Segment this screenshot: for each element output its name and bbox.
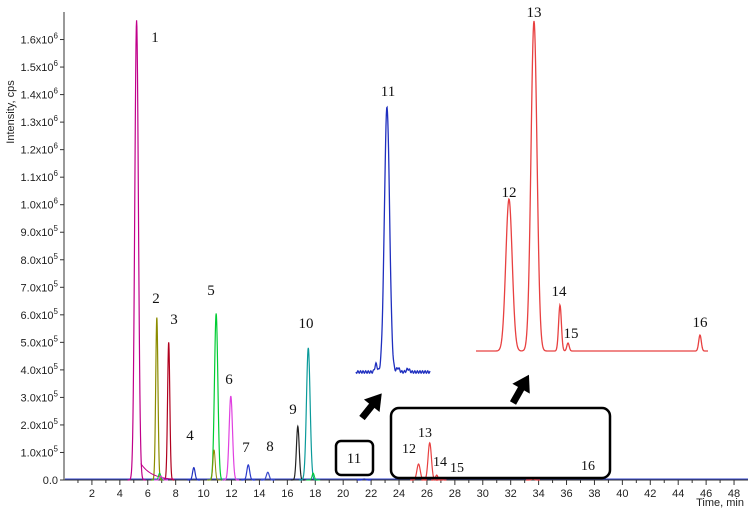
minor-peak-trace (306, 472, 321, 481)
peak-label-8: 8 (266, 439, 274, 455)
y-tick-label: 7.0x105 (21, 279, 59, 294)
y-tick-label: 1.4x106 (21, 87, 59, 102)
x-tick-label: 46 (700, 488, 712, 500)
y-tick-label: 4.0x105 (21, 362, 59, 377)
y-tick-label: 8.0x105 (21, 252, 59, 267)
x-tick-label: 6 (145, 488, 151, 500)
x-tick-label: 22 (365, 488, 377, 500)
x-tick-label: 32 (505, 488, 517, 500)
x-tick-label: 44 (672, 488, 684, 500)
x-tick-label: 16 (281, 488, 293, 500)
box-peaks-12-16 (389, 406, 612, 480)
peak-trace-5 (207, 313, 225, 481)
peak-trace-14 (431, 474, 443, 481)
peak-trace-4 (187, 466, 201, 481)
x-tick-label: 48 (728, 488, 740, 500)
y-tick-label: 1.1x106 (21, 169, 59, 184)
axes-group: 0.0 1.0x105 2.0x105 3.0x105 4.0x105 5.0x105 6.… (21, 12, 748, 500)
y-tick-label: 1.5x106 (21, 59, 59, 74)
peak-trace-3 (163, 342, 175, 481)
minor-peak-trace (207, 449, 222, 481)
x-tick-label: 10 (197, 488, 209, 500)
peak-trace-8 (260, 471, 275, 481)
box-label-16: 16 (581, 459, 595, 474)
inset-label-15: 15 (564, 326, 579, 342)
x-tick-label: 8 (173, 488, 179, 500)
x-tick-label: 38 (588, 488, 600, 500)
x-axis-title: Time, min (696, 497, 744, 509)
y-tick-label: 9.0x105 (21, 224, 59, 239)
y-tick-label: 1.2x106 (21, 142, 59, 157)
minor-peak-trace (154, 475, 168, 481)
y-tick-label: 5.0x105 (21, 334, 59, 349)
peak-trace-7 (241, 464, 256, 481)
peak-label-2: 2 (152, 291, 160, 307)
x-tick-label: 24 (393, 488, 405, 500)
y-tick-label: 2.0x105 (21, 417, 59, 432)
box-label-14: 14 (433, 455, 447, 470)
inset-label-14: 14 (552, 284, 568, 300)
peak-trace-10 (299, 347, 318, 481)
x-tick-label: 28 (449, 488, 461, 500)
box-peak-11 (334, 439, 375, 477)
box-label-15: 15 (450, 461, 464, 476)
peak-1-tail-trace (140, 463, 175, 480)
y-axis-title: Intensity, cps (5, 80, 17, 144)
peak-label-3: 3 (170, 312, 178, 328)
x-tick-label: 36 (560, 488, 572, 500)
y-tick-label: 0.0 (43, 475, 58, 487)
x-tick-label: 30 (477, 488, 489, 500)
x-tick-label: 2 (89, 488, 95, 500)
x-tick-label: 34 (532, 488, 544, 500)
peak-trace-6 (222, 395, 240, 481)
peak-trace-2 (151, 317, 163, 481)
traces-group (65, 20, 748, 481)
x-tick-label: 12 (225, 488, 237, 500)
peak-label-10: 10 (299, 316, 314, 332)
peak-label-1: 1 (151, 30, 159, 46)
box-label-12: 12 (402, 442, 416, 457)
y-tick-label: 1.0x106 (21, 197, 59, 212)
x-tick-label: 20 (337, 488, 349, 500)
peak-label-4: 4 (186, 428, 194, 444)
box-label-11: 11 (347, 451, 361, 467)
x-tick-label: 40 (616, 488, 628, 500)
y-tick-label: 1.3x106 (21, 114, 59, 129)
inset-label-12: 12 (502, 185, 517, 201)
peak-trace-1 (127, 20, 146, 481)
inset-12-16-trace (476, 20, 708, 352)
x-tick-label: 26 (421, 488, 433, 500)
y-tick-label: 3.0x105 (21, 389, 59, 404)
box-label-13: 13 (418, 426, 432, 441)
x-tick-label: 4 (117, 488, 123, 500)
x-tick-label: 18 (309, 488, 321, 500)
arrow-to-inset-11-head (363, 393, 382, 413)
peak-trace-11 (357, 478, 372, 481)
inset-label-16: 16 (693, 315, 709, 331)
inset-11-trace (355, 105, 431, 375)
inset-11-label: 11 (381, 84, 395, 100)
peak-label-6: 6 (225, 372, 233, 388)
peak-label-7: 7 (242, 440, 250, 456)
y-tick-label: 6.0x105 (21, 307, 59, 322)
inset-label-13: 13 (527, 5, 542, 21)
x-tick-label: 42 (644, 488, 656, 500)
peak-trace-9 (290, 424, 305, 481)
peak-label-9: 9 (289, 402, 297, 418)
arrow-to-inset-12-16-head (512, 374, 530, 394)
peak-label-5: 5 (207, 283, 215, 299)
x-tick-label: 14 (253, 488, 265, 500)
y-tick-label: 1.0x105 (21, 444, 59, 459)
y-tick-label: 1.6x106 (21, 32, 59, 47)
